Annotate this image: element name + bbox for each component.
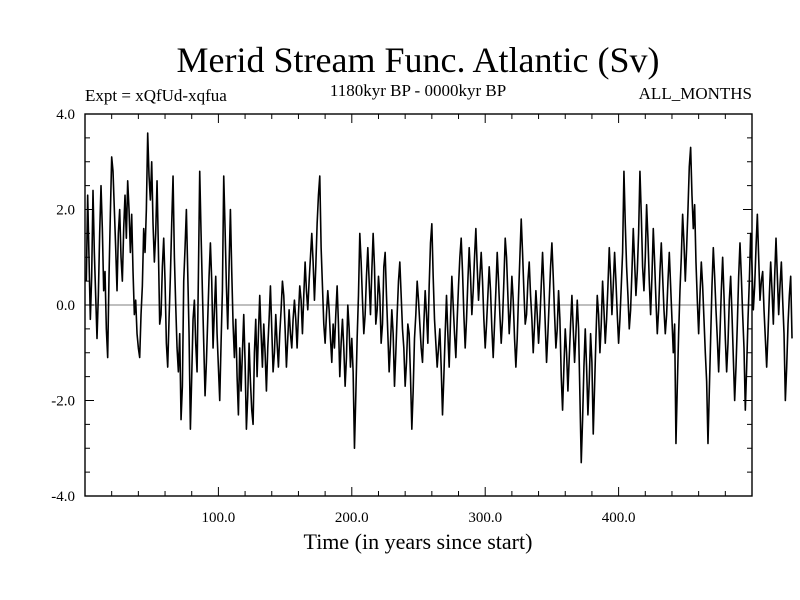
y-tick-label: 4.0 xyxy=(56,107,75,123)
x-tick-label: 400.0 xyxy=(602,510,636,526)
x-tick-label: 300.0 xyxy=(468,510,502,526)
y-tick-label: -4.0 xyxy=(51,489,75,505)
y-tick-label: 2.0 xyxy=(56,203,75,219)
season-label: ALL_MONTHS xyxy=(639,84,752,103)
series-line xyxy=(85,132,793,464)
period-label: 1180kyr BP - 0000kyr BP xyxy=(330,81,506,100)
experiment-label: Expt = xQfUd-xqfua xyxy=(85,86,227,105)
y-tick-label: 0.0 xyxy=(56,298,75,314)
x-tick-label: 200.0 xyxy=(335,510,369,526)
axis-ticks: 100.0 200.0 300.0 400.0 -4.0 -2.0 0.0 2.0 4.0 xyxy=(51,107,752,526)
x-axis-label: Time (in years since start) xyxy=(304,529,533,554)
chart-title: Merid Stream Func. Atlantic (Sv) xyxy=(177,40,660,80)
y-tick-label: -2.0 xyxy=(51,394,75,410)
x-tick-label: 100.0 xyxy=(202,510,236,526)
